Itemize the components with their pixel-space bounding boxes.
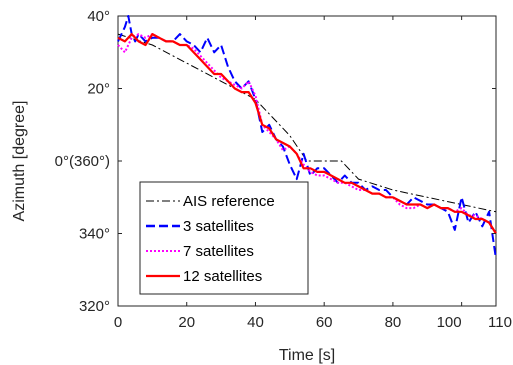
x-tick-label: 0 [114, 314, 122, 331]
y-axis-ticks: 320° 340° 0°(360°) 20° 40° [55, 8, 496, 315]
x-tick-label: 20 [178, 314, 195, 331]
legend-label-0: AIS reference [183, 193, 275, 210]
legend-label-2: 7 satellites [183, 243, 254, 260]
y-axis-label: Azimuth [degree] [11, 101, 28, 222]
legend-items: AIS reference 3 satellites 7 satellites 12 … [146, 193, 275, 285]
x-tick-label: 60 [316, 314, 333, 331]
series-line-3 [117, 32, 497, 235]
x-axis-label: Time [s] [279, 347, 335, 364]
series-line-0 [117, 33, 497, 213]
y-tick-label: 340° [79, 226, 110, 243]
x-tick-label: 80 [385, 314, 402, 331]
y-tick-label: 20° [87, 81, 110, 98]
legend: AIS reference 3 satellites 7 satellites 12 … [139, 181, 309, 295]
x-axis-ticks: 0 20 40 60 80 100 110 [114, 16, 512, 331]
x-tick-label: 100 [437, 314, 462, 331]
legend-label-3: 12 satellites [183, 268, 262, 285]
y-tick-label: 320° [79, 298, 110, 315]
series-layer [117, 15, 497, 260]
x-tick-label: 40 [247, 314, 264, 331]
y-tick-label: 40° [87, 8, 110, 25]
y-tick-label: 0°(360°) [55, 153, 110, 170]
x-tick-label: 110 [488, 314, 512, 331]
legend-label-1: 3 satellites [183, 218, 254, 235]
